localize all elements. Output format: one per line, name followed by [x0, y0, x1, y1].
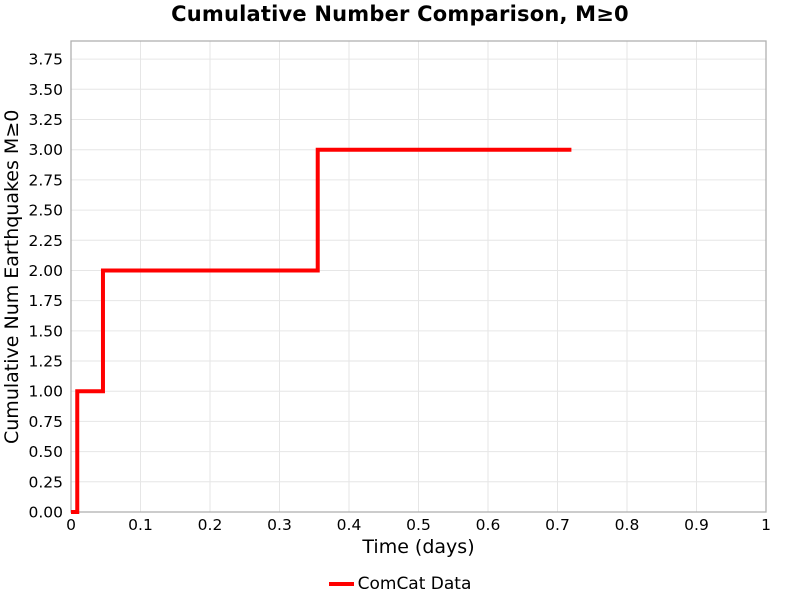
y-tick-label: 0.25: [28, 473, 63, 491]
x-tick-label: 0.9: [684, 516, 709, 534]
x-tick-label: 0.7: [545, 516, 570, 534]
plot-border: [70, 40, 767, 513]
y-tick-label: 3.75: [28, 51, 63, 69]
y-tick-label: 3.50: [28, 81, 63, 99]
x-axis-label: Time (days): [362, 536, 475, 558]
y-tick-label: 3.00: [28, 141, 63, 159]
x-tick-label: 0.4: [337, 516, 362, 534]
x-tick-label: 0: [66, 516, 76, 534]
y-tick-label: 1.00: [28, 383, 63, 401]
y-tick-label: 2.75: [28, 171, 63, 189]
y-tick-label: 1.50: [28, 322, 63, 340]
x-tick-label: 0.2: [198, 516, 223, 534]
y-tick-label: 2.00: [28, 262, 63, 280]
chart-title: Cumulative Number Comparison, M≥0: [171, 2, 629, 26]
legend-line-swatch: [328, 582, 354, 586]
y-tick-label: 1.25: [28, 353, 63, 371]
x-tick-label: 0.8: [615, 516, 640, 534]
y-tick-label: 2.50: [28, 202, 63, 220]
y-tick-label: 0.75: [28, 413, 63, 431]
legend: ComCat Data: [0, 572, 800, 596]
y-tick-label: 2.25: [28, 232, 63, 250]
legend-label: ComCat Data: [357, 574, 472, 594]
x-tick-label: 0.1: [128, 516, 153, 534]
x-tick-label: 0.3: [267, 516, 292, 534]
y-tick-label: 3.25: [28, 111, 63, 129]
series-line: [71, 147, 572, 514]
x-tick-label: 0.6: [476, 516, 501, 534]
y-tick-label: 0.00: [28, 504, 63, 522]
y-tick-label: 0.50: [28, 443, 63, 461]
x-tick-label: 0.5: [406, 516, 431, 534]
y-tick-label: 1.75: [28, 292, 63, 310]
x-tick-label: 1: [761, 516, 771, 534]
